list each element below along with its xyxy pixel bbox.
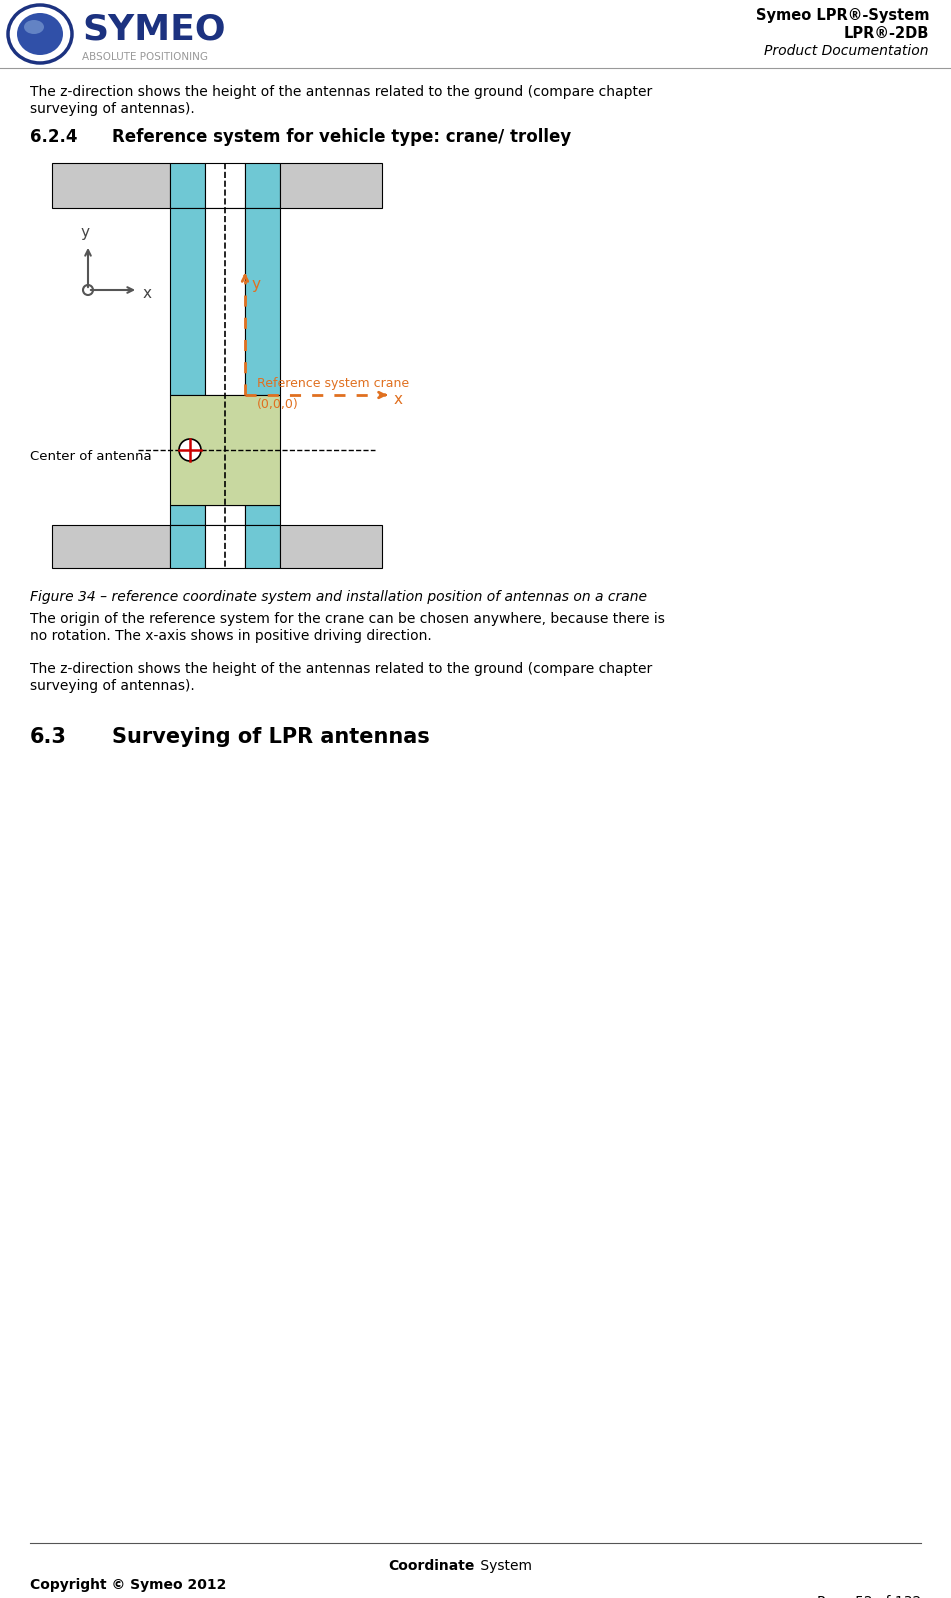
Text: The z-direction shows the height of the antennas related to the ground (compare : The z-direction shows the height of the … bbox=[30, 85, 652, 99]
Text: LPR®-2DB: LPR®-2DB bbox=[844, 26, 929, 42]
Text: ABSOLUTE POSITIONING: ABSOLUTE POSITIONING bbox=[82, 53, 208, 62]
Text: x: x bbox=[143, 286, 152, 302]
Text: Copyright © Symeo 2012: Copyright © Symeo 2012 bbox=[30, 1577, 226, 1592]
Bar bbox=[170, 163, 205, 208]
Bar bbox=[280, 526, 382, 567]
Text: System: System bbox=[476, 1560, 532, 1572]
Bar bbox=[170, 208, 205, 395]
Circle shape bbox=[179, 439, 201, 460]
Text: Surveying of LPR antennas: Surveying of LPR antennas bbox=[112, 727, 430, 746]
Bar bbox=[205, 208, 245, 395]
Text: y: y bbox=[251, 278, 260, 292]
Text: 6.3: 6.3 bbox=[30, 727, 67, 746]
Text: y: y bbox=[81, 225, 89, 240]
Text: The origin of the reference system for the crane can be chosen anywhere, because: The origin of the reference system for t… bbox=[30, 612, 665, 626]
Text: Page 52 of 132: Page 52 of 132 bbox=[817, 1595, 921, 1598]
Text: no rotation. The x-axis shows in positive driving direction.: no rotation. The x-axis shows in positiv… bbox=[30, 630, 432, 642]
Ellipse shape bbox=[17, 13, 63, 54]
Bar bbox=[245, 208, 280, 395]
Text: Symeo LPR®-System: Symeo LPR®-System bbox=[755, 8, 929, 22]
Text: surveying of antennas).: surveying of antennas). bbox=[30, 679, 195, 694]
Text: SYMEO: SYMEO bbox=[82, 13, 225, 46]
Text: The z-direction shows the height of the antennas related to the ground (compare : The z-direction shows the height of the … bbox=[30, 662, 652, 676]
Text: Product Documentation: Product Documentation bbox=[765, 45, 929, 58]
Bar bbox=[280, 163, 382, 208]
Bar bbox=[245, 163, 280, 208]
Ellipse shape bbox=[24, 21, 44, 34]
Text: Reference system crane: Reference system crane bbox=[257, 377, 409, 390]
Bar bbox=[245, 526, 280, 567]
Bar bbox=[170, 526, 205, 567]
Text: Figure 34 – reference coordinate system and installation position of antennas on: Figure 34 – reference coordinate system … bbox=[30, 590, 647, 604]
Text: surveying of antennas).: surveying of antennas). bbox=[30, 102, 195, 117]
Bar bbox=[205, 526, 245, 567]
Text: 6.2.4: 6.2.4 bbox=[30, 128, 77, 145]
Text: Reference system for vehicle type: crane/ trolley: Reference system for vehicle type: crane… bbox=[112, 128, 572, 145]
Bar bbox=[170, 505, 205, 526]
Text: Center of antenna: Center of antenna bbox=[30, 451, 151, 463]
Bar bbox=[170, 395, 280, 505]
Bar bbox=[52, 526, 170, 567]
Text: (0,0,0): (0,0,0) bbox=[257, 398, 299, 411]
Bar bbox=[245, 505, 280, 526]
Text: x: x bbox=[394, 393, 403, 407]
Bar bbox=[205, 505, 245, 526]
Bar bbox=[52, 163, 170, 208]
Circle shape bbox=[83, 284, 93, 296]
Ellipse shape bbox=[8, 5, 72, 62]
Bar bbox=[205, 163, 245, 208]
Text: Coordinate: Coordinate bbox=[389, 1560, 475, 1572]
